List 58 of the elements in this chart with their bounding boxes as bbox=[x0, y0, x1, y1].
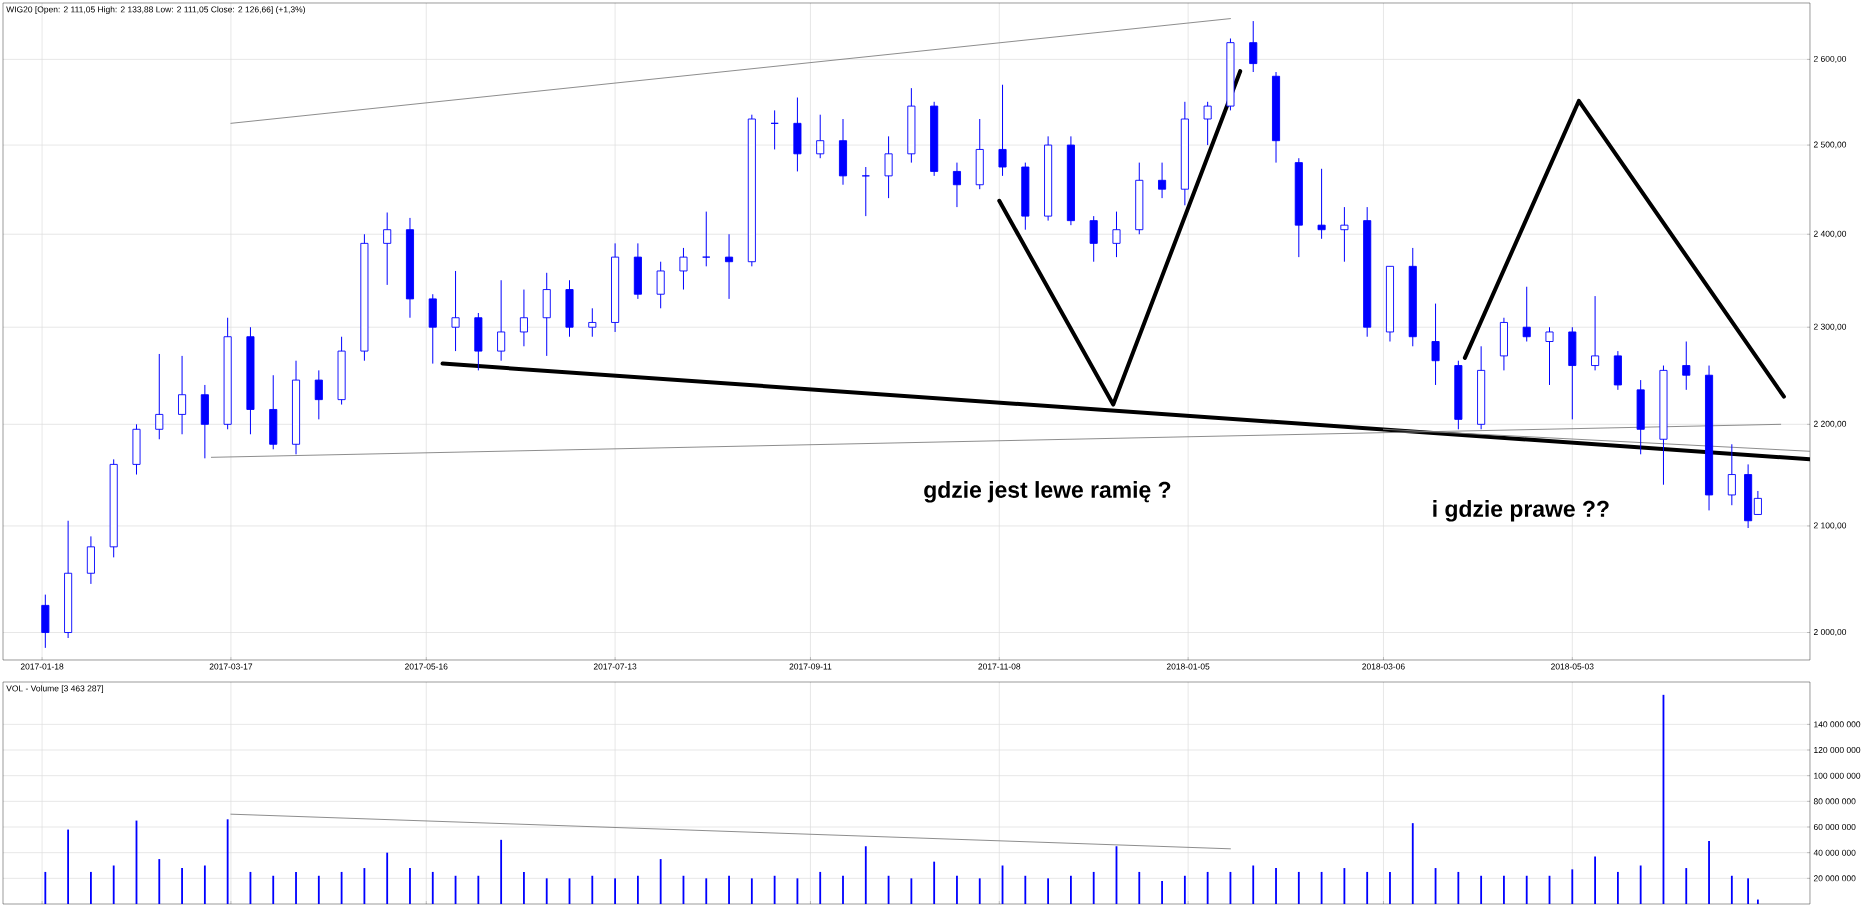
candlestick bbox=[861, 166, 870, 217]
candlestick bbox=[178, 355, 187, 435]
candlestick bbox=[1727, 443, 1736, 506]
candlestick bbox=[588, 307, 597, 338]
candlestick bbox=[1431, 303, 1440, 386]
candlestick bbox=[1340, 206, 1349, 263]
candlestick bbox=[1753, 490, 1762, 515]
candlestick bbox=[884, 135, 893, 199]
candlestick bbox=[1682, 341, 1691, 391]
candlestick bbox=[1112, 211, 1121, 258]
y-tick-label: 140 000 000 bbox=[1814, 721, 1861, 728]
candlestick bbox=[519, 289, 528, 347]
candlestick bbox=[1089, 215, 1098, 263]
candlestick bbox=[656, 261, 665, 309]
candlestick bbox=[1158, 162, 1167, 199]
y-tick-label: 2 300,00 bbox=[1813, 323, 1847, 331]
y-tick-label: 2 400,00 bbox=[1813, 230, 1847, 238]
candlestick bbox=[816, 114, 825, 159]
x-tick-label: 2017-07-13 bbox=[593, 663, 637, 670]
x-tick-label: 2017-09-11 bbox=[789, 663, 832, 670]
candlestick bbox=[702, 211, 711, 267]
y-tick-label: 120 000 000 bbox=[1814, 747, 1861, 753]
annotation: gdzie jest lewe ramię ? bbox=[924, 481, 1171, 503]
candlestick bbox=[497, 279, 506, 362]
candlestick bbox=[383, 212, 392, 286]
y-tick-label: 20 000 000 bbox=[1813, 875, 1856, 882]
candlestick bbox=[1249, 20, 1258, 73]
candlestick bbox=[952, 162, 961, 208]
x-tick-label: 2017-01-18 bbox=[20, 663, 64, 670]
x-tick-label: 2018-03-06 bbox=[1362, 663, 1405, 670]
candlestick bbox=[1591, 295, 1600, 371]
y-tick-label: 60 000 000 bbox=[1813, 824, 1856, 830]
y-tick-label: 100 000 000 bbox=[1814, 772, 1861, 779]
y-tick-label: 2 500,00 bbox=[1813, 141, 1847, 149]
x-tick-label: 2018-05-03 bbox=[1551, 663, 1594, 670]
candlestick bbox=[1545, 326, 1554, 386]
chart-title: VOL - Volume [3 463 287] bbox=[6, 685, 104, 694]
y-tick-label: 2 600,00 bbox=[1813, 55, 1847, 63]
candlestick bbox=[155, 353, 164, 440]
candlestick bbox=[314, 369, 323, 420]
y-tick-label: 2 200,00 bbox=[1813, 420, 1847, 428]
candlestick bbox=[998, 84, 1007, 177]
candlestick bbox=[679, 247, 688, 291]
candlestick bbox=[451, 270, 460, 352]
chart-title: WIG20 [Open: 2 111,05 High: 2 133,88 Low: 2 111,05 Close: 2 126,66] (+1,3%) bbox=[6, 6, 305, 15]
x-tick-label: 2018-01-05 bbox=[1166, 663, 1210, 670]
candlestick bbox=[725, 233, 734, 300]
x-tick-label: 2017-11-08 bbox=[978, 663, 1021, 670]
x-tick-label: 2017-03-17 bbox=[209, 663, 253, 670]
y-tick-label: 80 000 000 bbox=[1813, 798, 1856, 805]
y-tick-label: 40 000 000 bbox=[1813, 849, 1856, 856]
candlestick bbox=[1203, 101, 1212, 146]
y-tick-label: 2 000,00 bbox=[1813, 629, 1847, 637]
annotation: i gdzie prawe ?? bbox=[1433, 500, 1609, 522]
x-tick-label: 2017-05-16 bbox=[405, 663, 448, 670]
y-tick-label: 2 100,00 bbox=[1813, 522, 1847, 530]
candlestick bbox=[1317, 168, 1326, 240]
candlestick bbox=[1522, 286, 1531, 342]
